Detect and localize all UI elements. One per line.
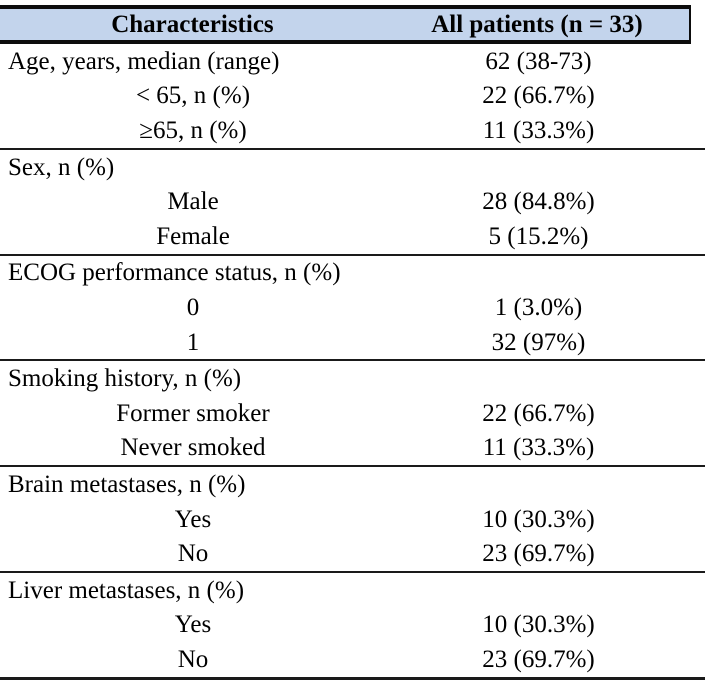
characteristic-cell: Smoking history, n (%) — [8, 365, 242, 393]
table-row: ECOG performance status, n (%) — [0, 256, 705, 291]
value-cell: 22 (66.7%) — [482, 399, 595, 427]
characteristic-cell: Age, years, median (range) — [8, 47, 280, 75]
characteristic-cell: 0 — [186, 293, 200, 321]
table-row: Smoking history, n (%) — [0, 361, 705, 396]
characteristic-cell: Yes — [174, 505, 212, 533]
characteristic-cell: 1 — [186, 328, 200, 356]
value-cell: 23 (69.7%) — [482, 645, 595, 673]
characteristic-cell: ≥65, n (%) — [139, 116, 247, 144]
value-cell: 62 (38-73) — [485, 47, 592, 75]
characteristic-cell: Male — [167, 188, 219, 216]
value-cell: 10 (30.3%) — [482, 611, 595, 639]
table-row: ≥65, n (%) 11 (33.3%) — [0, 113, 705, 148]
table-section: ECOG performance status, n (%) 0 1 (3.0%) 1… — [0, 256, 705, 362]
characteristic-cell: No — [177, 540, 209, 568]
value-cell: 23 (69.7%) — [482, 540, 595, 568]
table-row: Sex, n (%) — [0, 150, 705, 185]
value-cell: 11 (33.3%) — [482, 434, 595, 462]
table-row: Age, years, median (range) 62 (38-73) — [0, 44, 705, 79]
characteristic-cell: < 65, n (%) — [135, 82, 251, 110]
table-row: Former smoker 22 (66.7%) — [0, 396, 705, 431]
table-row: 0 1 (3.0%) — [0, 290, 705, 325]
characteristic-cell: Sex, n (%) — [8, 153, 115, 181]
table-body: Age, years, median (range) 62 (38-73) < 65… — [0, 44, 705, 680]
table-row: Liver metastases, n (%) — [0, 573, 705, 608]
value-cell: 5 (15.2%) — [488, 222, 589, 250]
table-row: 1 32 (97%) — [0, 325, 705, 360]
characteristic-cell: Yes — [174, 611, 212, 639]
value-cell: 22 (66.7%) — [482, 82, 595, 110]
characteristic-cell: Never smoked — [120, 434, 266, 462]
table-row: Male 28 (84.8%) — [0, 184, 705, 219]
characteristic-cell: No — [177, 645, 209, 673]
table-section: Smoking history, n (%) Former smoker 22 (6… — [0, 361, 705, 468]
column-header-characteristics: Characteristics — [111, 10, 274, 38]
table-section: Liver metastases, n (%) Yes 10 (30.3%) No 23… — [0, 573, 705, 680]
characteristic-cell: ECOG performance status, n (%) — [8, 259, 341, 287]
table-row: < 65, n (%) 22 (66.7%) — [0, 79, 705, 114]
patient-characteristics-table: Characteristics All patients (n = 33) Ag… — [0, 5, 705, 680]
table-section: Brain metastases, n (%) Yes 10 (30.3%) No 23… — [0, 467, 705, 573]
column-header-all-patients: All patients (n = 33) — [431, 10, 643, 38]
table-row: No 23 (69.7%) — [0, 536, 705, 571]
value-cell: 10 (30.3%) — [482, 505, 595, 533]
value-cell: 28 (84.8%) — [482, 188, 595, 216]
table-row: No 23 (69.7%) — [0, 642, 705, 677]
table-section: Sex, n (%) Male 28 (84.8%) Female 5 (15.2%) — [0, 150, 705, 256]
characteristic-cell: Female — [156, 222, 230, 250]
table-row: Yes 10 (30.3%) — [0, 502, 705, 537]
characteristic-cell: Brain metastases, n (%) — [8, 470, 246, 498]
value-cell: 11 (33.3%) — [482, 116, 595, 144]
table-row: Brain metastases, n (%) — [0, 467, 705, 502]
table-row: Yes 10 (30.3%) — [0, 608, 705, 643]
table-section: Age, years, median (range) 62 (38-73) < 65… — [0, 44, 705, 150]
characteristic-cell: Former smoker — [116, 399, 270, 427]
table-row: Never smoked 11 (33.3%) — [0, 431, 705, 466]
table-row: Female 5 (15.2%) — [0, 219, 705, 254]
table-header-row: Characteristics All patients (n = 33) — [0, 5, 691, 44]
value-cell: 32 (97%) — [491, 328, 586, 356]
value-cell: 1 (3.0%) — [494, 293, 583, 321]
characteristic-cell: Liver metastases, n (%) — [8, 576, 245, 604]
